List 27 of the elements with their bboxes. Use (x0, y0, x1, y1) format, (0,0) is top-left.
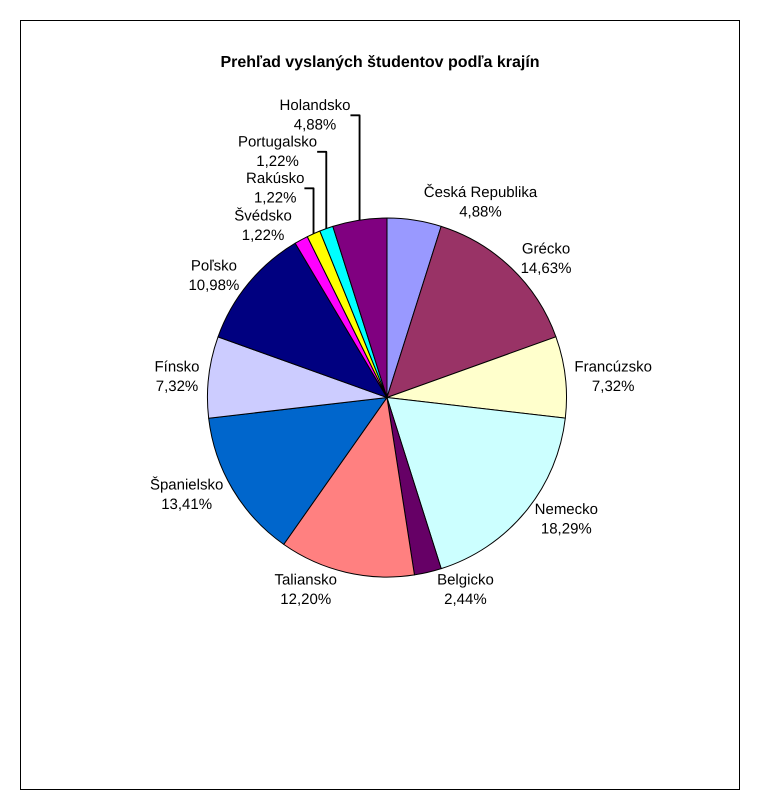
slice-label: Francúzsko (574, 358, 652, 376)
data-label: 1,22% (256, 153, 299, 170)
data-label: 4,88% (294, 116, 336, 134)
slice-label: Poľsko (190, 258, 237, 275)
data-label: 7,32% (156, 378, 198, 396)
data-label: 10,98% (188, 277, 240, 294)
data-label: 4,88% (459, 204, 502, 221)
slice-label: Holandsko (280, 97, 350, 114)
slice-label: Švédsko (234, 206, 292, 225)
data-label: 12,20% (280, 590, 332, 608)
slice-label: Taliansko (274, 571, 337, 588)
slice-label: Fínsko (154, 358, 200, 376)
slice-label: Rakúsko (246, 170, 304, 188)
data-label: 13,41% (161, 496, 212, 513)
slice-label: Belgicko (437, 571, 494, 588)
data-label: 1,22% (254, 190, 296, 207)
data-label: 7,32% (592, 378, 634, 395)
data-label: 1,22% (242, 227, 284, 244)
slice-label: Portugalsko (238, 134, 318, 151)
data-label: 18,29% (540, 520, 592, 538)
chart-title: Prehľad vyslaných študentov podľa krajín (220, 54, 540, 71)
data-label: 2,44% (444, 590, 487, 608)
slice-label: Španielsko (150, 475, 224, 494)
slice-label: Nemecko (534, 500, 598, 518)
data-label: 14,63% (520, 260, 572, 277)
slice-label: Česká Republika (424, 183, 538, 202)
slice-label: Grécko (522, 240, 570, 258)
